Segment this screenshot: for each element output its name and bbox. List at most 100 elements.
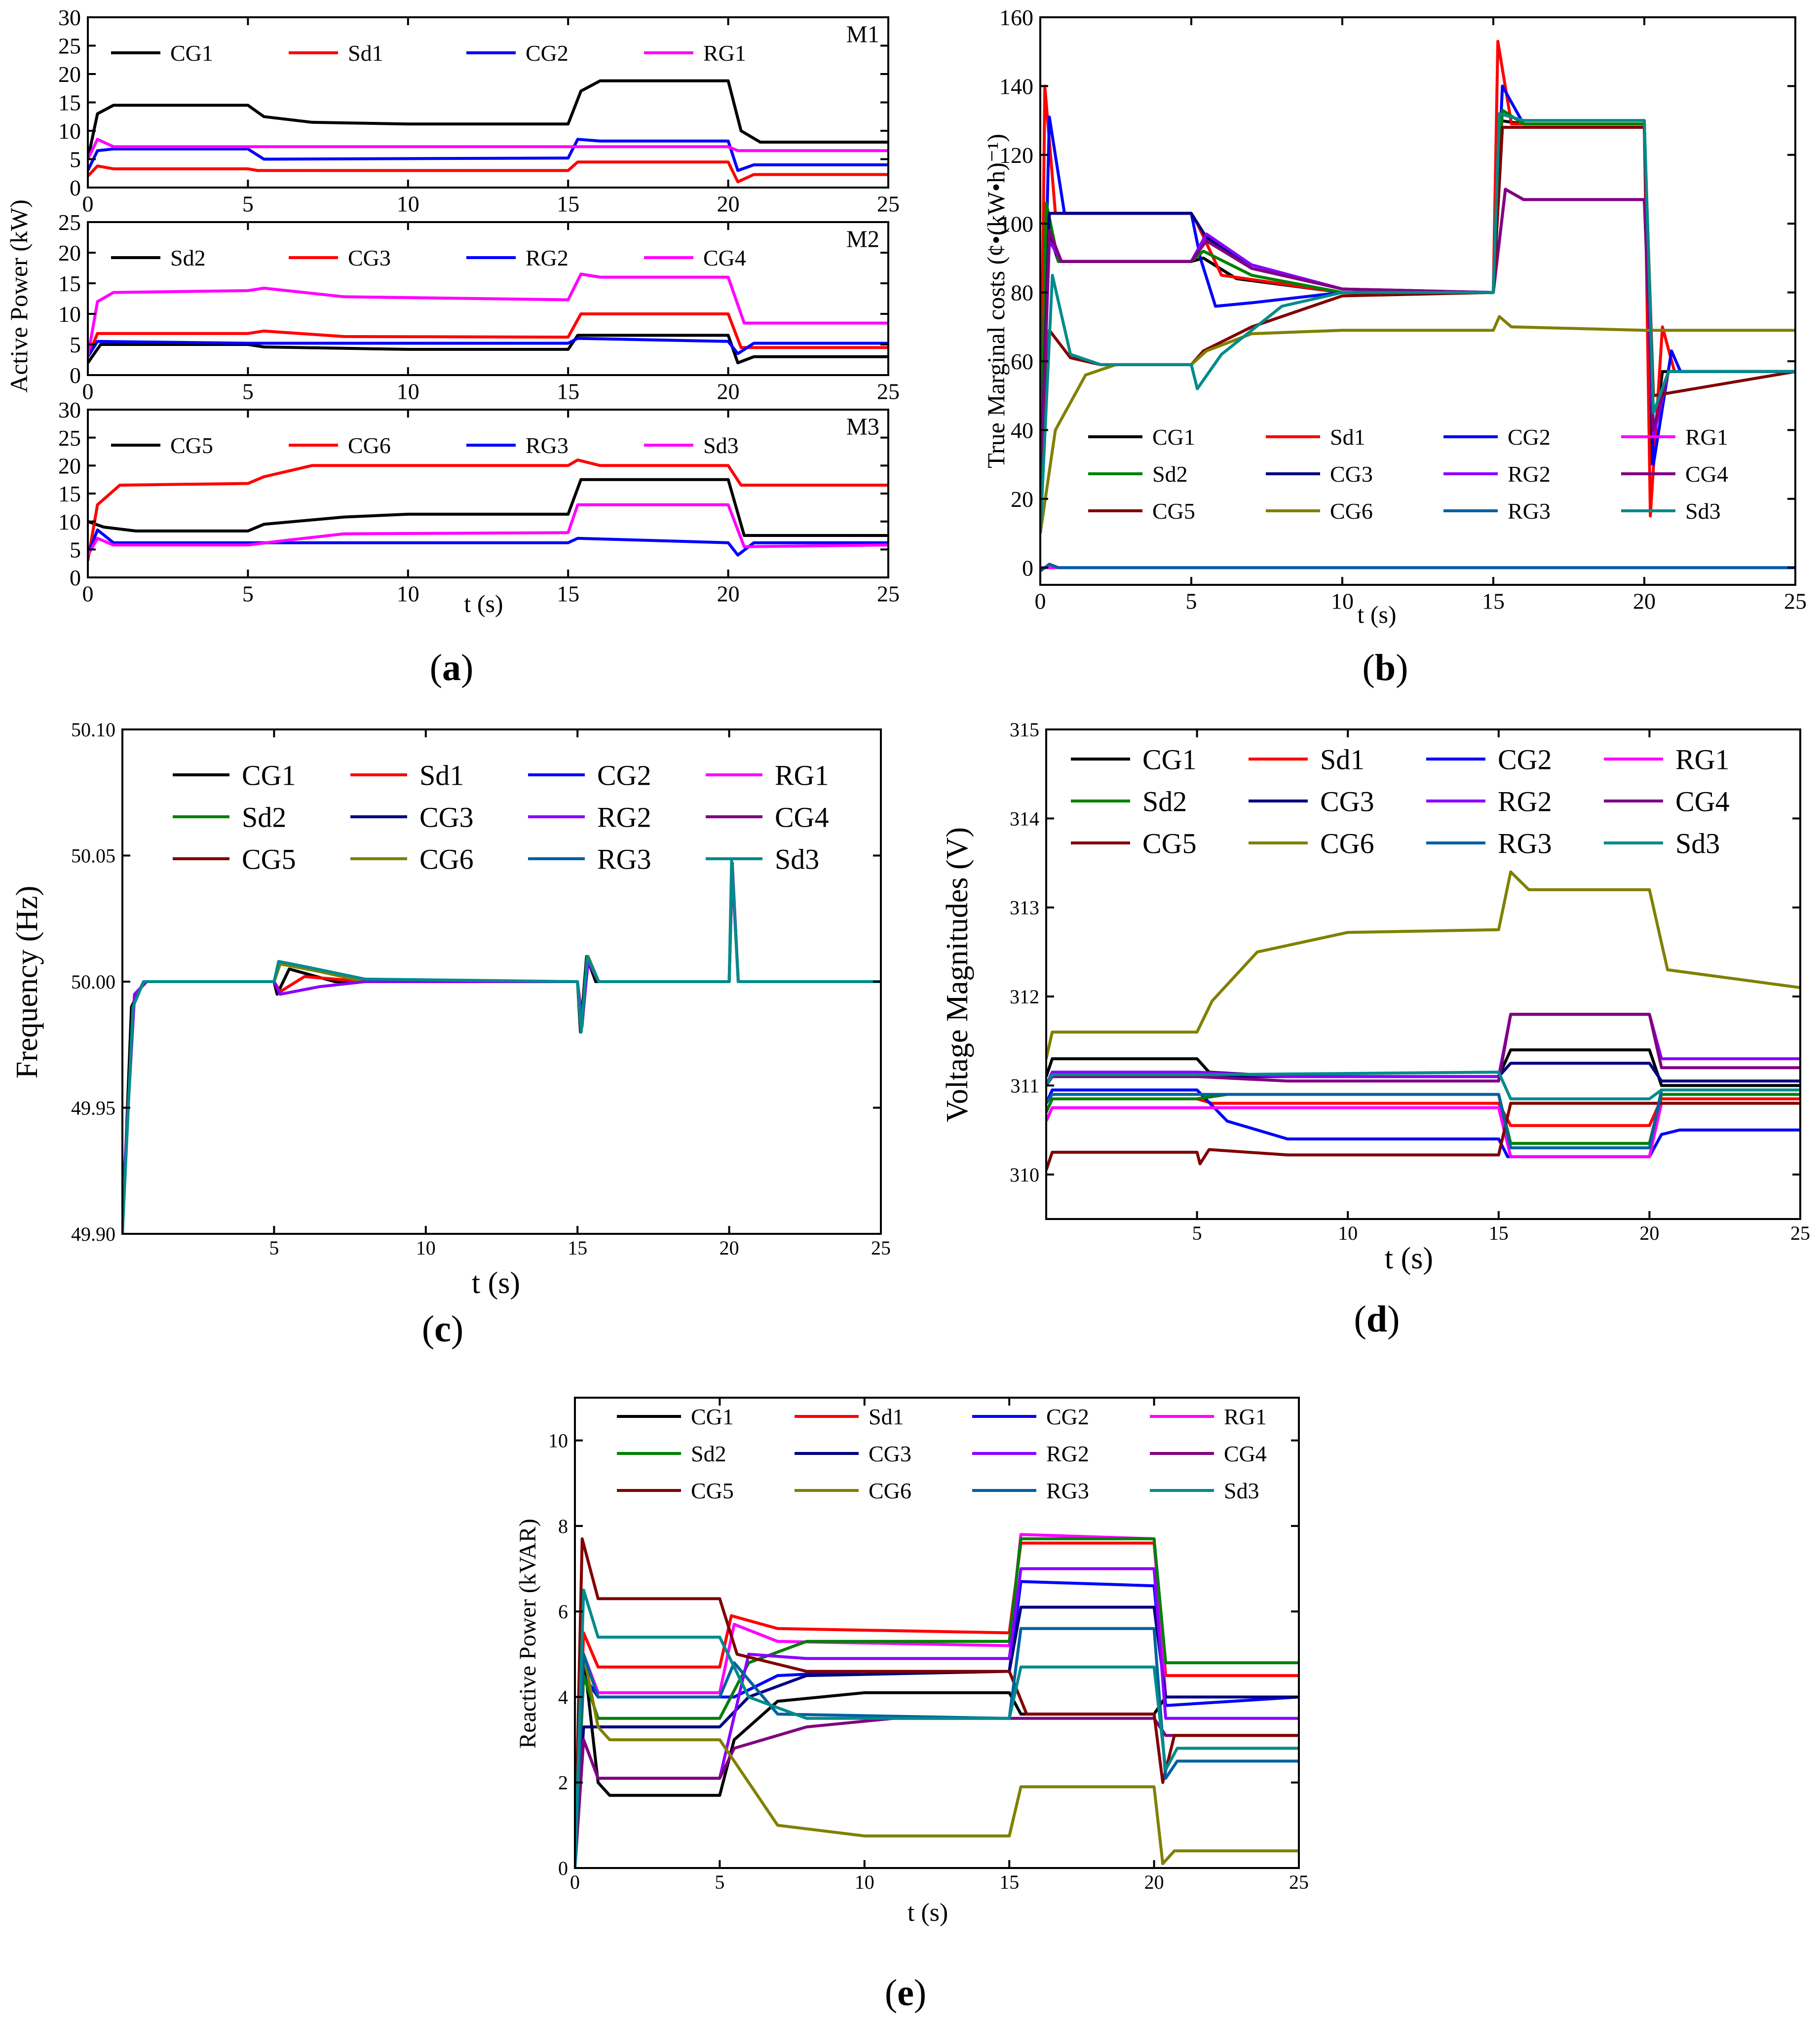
series-RG3 xyxy=(1046,1088,1800,1149)
series-RG2 xyxy=(122,864,881,1209)
y-tick-label: 140 xyxy=(999,74,1033,99)
legend-label-Sd3: Sd3 xyxy=(703,433,739,458)
legend-label-RG1: RG1 xyxy=(703,40,746,66)
series-RG1 xyxy=(88,138,888,160)
legend-label-CG1: CG1 xyxy=(1152,424,1195,450)
legend-label-CG5: CG5 xyxy=(242,843,296,875)
caption-b: (b) xyxy=(1362,647,1408,688)
x-tick-label: 25 xyxy=(871,1237,891,1259)
axis-title-x-c: t (s) xyxy=(472,1266,520,1300)
x-tick-label: 25 xyxy=(877,581,900,606)
x-tick-label: 25 xyxy=(1289,1871,1309,1893)
series-CG4 xyxy=(88,272,888,357)
legend-label-CG6: CG6 xyxy=(348,433,391,458)
y-tick-label: 60 xyxy=(1011,349,1033,374)
x-tick-label: 10 xyxy=(397,191,419,216)
y-tick-label: 49.95 xyxy=(71,1097,115,1119)
legend-label-CG3: CG3 xyxy=(419,801,474,833)
series-Sd2 xyxy=(88,334,888,365)
x-tick-label: 15 xyxy=(1482,588,1505,613)
y-tick-label: 10 xyxy=(58,118,81,144)
x-tick-label: 15 xyxy=(557,379,579,404)
y-tick-label: 40 xyxy=(1011,418,1033,443)
legend-label-Sd3: Sd3 xyxy=(1675,827,1720,859)
y-tick-label: 10 xyxy=(548,1430,568,1452)
legend-label-CG4: CG4 xyxy=(1675,785,1730,817)
axis-title-x-b: t (s) xyxy=(1357,601,1396,628)
y-tick-label: 50.05 xyxy=(71,845,115,867)
x-tick-label: 20 xyxy=(1144,1871,1164,1893)
series-CG6 xyxy=(575,1652,1299,1868)
y-tick-label: 6 xyxy=(558,1601,568,1623)
series-Sd1 xyxy=(88,160,888,184)
series-CG2 xyxy=(88,138,888,172)
x-tick-label: 20 xyxy=(1633,588,1656,613)
legend-label-CG6: CG6 xyxy=(869,1478,911,1503)
legend-label-CG2: CG2 xyxy=(526,40,569,66)
caption-c: (c) xyxy=(421,1308,464,1350)
x-tick-label: 15 xyxy=(557,191,579,216)
series-Sd1 xyxy=(122,867,881,1209)
y-tick-label: 120 xyxy=(999,143,1033,168)
y-tick-label: 5 xyxy=(70,332,81,357)
x-tick-label: 15 xyxy=(999,1871,1019,1893)
series-CG1 xyxy=(122,861,881,1234)
series-CG1 xyxy=(88,79,888,160)
y-tick-label: 4 xyxy=(558,1686,568,1708)
x-tick-label: 20 xyxy=(717,191,740,216)
x-tick-label: 25 xyxy=(1784,588,1807,613)
legend-label-RG1: RG1 xyxy=(1685,424,1728,450)
y-tick-label: 100 xyxy=(999,211,1033,236)
y-tick-label: 0 xyxy=(1022,555,1033,580)
subplot-tag: M1 xyxy=(846,22,879,48)
series-Sd3 xyxy=(1040,112,1795,534)
series-CG4 xyxy=(1040,188,1795,499)
legend-label-RG1: RG1 xyxy=(775,759,829,791)
series-Sd3 xyxy=(575,1588,1299,1868)
y-tick-label: 80 xyxy=(1011,280,1033,305)
series-CG6 xyxy=(1046,870,1800,1059)
series-CG6 xyxy=(88,458,888,561)
legend-label-Sd1: Sd1 xyxy=(1330,424,1365,450)
x-tick-label: 25 xyxy=(877,379,900,404)
series-CG4 xyxy=(1046,1013,1800,1087)
legend-label-Sd1: Sd1 xyxy=(1320,743,1365,775)
legend-label-CG5: CG5 xyxy=(1142,827,1197,859)
x-tick-label: 0 xyxy=(1035,588,1046,613)
series-CG6 xyxy=(1040,315,1795,534)
legend-label-Sd2: Sd2 xyxy=(1142,785,1187,817)
legend-label-RG3: RG3 xyxy=(1508,498,1551,524)
legend-label-RG1: RG1 xyxy=(1675,743,1730,775)
panel-d: 5 10 15 20 25 310 311 312 313 314 315 CG1 Sd1 CG2 RG1 S… xyxy=(1010,719,1810,1244)
x-tick-label: 10 xyxy=(1338,1222,1358,1244)
y-tick-label: 2 xyxy=(558,1772,568,1794)
y-tick-label: 15 xyxy=(58,481,81,506)
series-CG3 xyxy=(88,312,888,357)
x-tick-label: 10 xyxy=(855,1871,874,1893)
axis-title-x-a: t (s) xyxy=(464,590,503,617)
y-tick-label: 30 xyxy=(58,5,81,30)
legend-label-CG5: CG5 xyxy=(170,433,213,458)
legend-label-RG2: RG2 xyxy=(526,245,569,270)
x-tick-label: 15 xyxy=(557,581,579,606)
series-Sd2 xyxy=(1046,1093,1800,1145)
y-tick-label: 20 xyxy=(58,240,81,266)
y-tick-label: 160 xyxy=(999,5,1033,30)
series-RG2 xyxy=(88,337,888,358)
y-tick-label: 5 xyxy=(70,147,81,172)
series-CG2 xyxy=(575,1580,1299,1868)
x-tick-label: 10 xyxy=(397,581,419,606)
panel-b: 0 5 10 15 20 25 0 20 40 60 80 100 120 140 160 CG1 Sd1 CG2… xyxy=(999,5,1807,613)
legend-label-CG6: CG6 xyxy=(419,843,474,875)
x-tick-label: 5 xyxy=(1192,1222,1202,1244)
legend-label-CG4: CG4 xyxy=(1685,461,1728,487)
series-CG3 xyxy=(575,1605,1299,1868)
legend-label-CG3: CG3 xyxy=(869,1441,911,1466)
y-tick-label: 0 xyxy=(70,565,81,590)
x-tick-label: 0 xyxy=(82,191,94,216)
series-Sd3 xyxy=(122,859,881,1234)
x-tick-label: 15 xyxy=(568,1237,587,1259)
legend-label-CG4: CG4 xyxy=(775,801,829,833)
